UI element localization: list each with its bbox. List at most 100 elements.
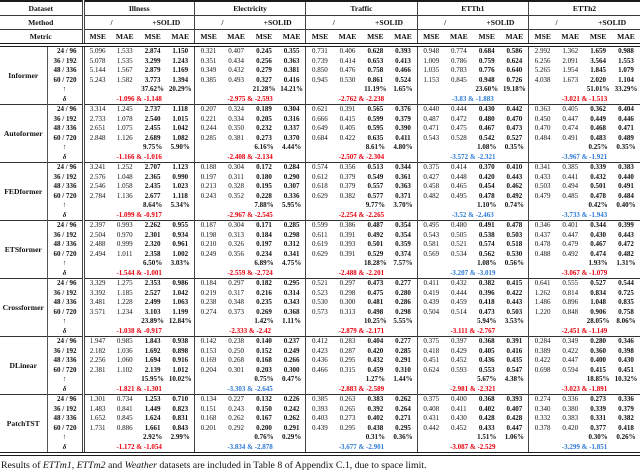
metric-value: 0.451	[618, 365, 634, 374]
period-label: 48 / 336	[47, 356, 85, 366]
metric-value: 2.576	[82, 172, 111, 182]
improve-spacer	[193, 259, 223, 269]
metric-value: 0.284	[283, 163, 300, 172]
metric-value: 0.336	[618, 395, 634, 404]
model-name: FEDformer	[0, 162, 48, 221]
metric-value: 0.242	[283, 404, 300, 413]
metric-value: 0.250	[228, 346, 245, 355]
delta-value: -2.507 & -2.304	[305, 152, 418, 163]
metric-value: 0.462	[506, 182, 523, 191]
caption-text: ETTm2	[76, 460, 106, 471]
metric-value: 1.567	[116, 66, 133, 75]
improve-mse: 1.08%	[477, 259, 497, 268]
period-label: 60 / 720	[47, 423, 85, 433]
metric-value: 0.454	[478, 182, 495, 191]
improve-mae: 1.31%	[616, 259, 636, 268]
improve-mae: 1.44%	[393, 375, 413, 384]
metric-value: 1.079	[618, 66, 634, 75]
metric-value: 0.419	[416, 288, 445, 298]
metric-value: 0.339	[590, 163, 606, 172]
metric-value: 0.405	[339, 124, 356, 133]
delta-value: -2.254 & -2.265	[305, 210, 418, 221]
metric-value: 0.503	[506, 307, 523, 316]
dataset-col-header-electricity: Electricity	[193, 1, 306, 16]
data-row: 60 / 720 5.243 1.582 3.773 1.394 0.385 0.493 0.…	[0, 75, 640, 85]
metric-value: 0.304	[228, 163, 245, 172]
metric-value: 0.300	[339, 298, 356, 307]
metric-value: 0.555	[562, 279, 579, 288]
metric-value: 0.698	[528, 365, 557, 375]
metric-value: 0.350	[228, 124, 245, 133]
delta-row: δ -1.821 & -1.301 -3.303 & -2.645 -2.883 & …	[0, 384, 640, 395]
method-base-header: /	[416, 15, 473, 30]
improve-mae: 4.80%	[393, 143, 413, 152]
caption-text: Results of	[1, 460, 43, 471]
metric-value: 0.379	[618, 404, 634, 413]
period-label: 36 / 192	[47, 172, 85, 182]
metric-value: 0.501	[367, 240, 384, 249]
metric-value: 0.292	[228, 423, 245, 432]
metric-value: 0.831	[172, 414, 189, 423]
metric-value: 0.569	[416, 249, 445, 259]
improve-spacer	[556, 143, 584, 153]
improve-spacer	[416, 201, 445, 211]
metric-value: 0.443	[618, 230, 634, 239]
improve-spacer	[305, 201, 334, 211]
metric-value: 0.530	[339, 75, 356, 84]
improvement-row: ↑ 2.92% 2.99% 0.76% 0.29% 0.31% 0.36% 1.51% 1.06…	[0, 433, 640, 443]
metric-value: 0.336	[283, 191, 300, 200]
improve-mse: 6.16%	[254, 143, 274, 152]
caption-text: Weather	[124, 460, 157, 471]
metric-value: 0.447	[506, 423, 523, 432]
metric-value: 0.948	[478, 75, 495, 84]
metric-value: 0.339	[590, 404, 606, 413]
period-label: 60 / 720	[47, 191, 85, 201]
improve-spacer	[111, 259, 139, 269]
metric-value: 1.220	[528, 307, 557, 317]
improve-mse: 18.85%	[586, 375, 610, 384]
period-label: 36 / 192	[47, 404, 85, 414]
metric-value: 0.480	[451, 221, 467, 230]
dataset-col-header-etth1: ETTh1	[416, 1, 529, 16]
metric-value: 0.285	[283, 221, 300, 230]
metric-value: 1.036	[116, 346, 133, 355]
metric-value: 0.363	[395, 182, 411, 191]
metric-value: 0.376	[395, 105, 411, 114]
metric-value: 0.629	[305, 191, 334, 201]
metric-col-header: MSE	[144, 31, 161, 41]
metric-value: 0.415	[506, 279, 523, 288]
metric-value: 0.420	[478, 172, 495, 181]
method-label: Method	[0, 15, 85, 30]
improve-mse: 1.10%	[477, 201, 497, 210]
improve-mse: 18.28%	[363, 259, 387, 268]
metric-value: 2.504	[82, 230, 111, 240]
data-row: 48 / 336 2.651 1.075 2.455 1.042 0.244 0.350 0.…	[0, 124, 640, 134]
caption-text: ETTm1	[42, 460, 72, 471]
metric-value: 0.370	[478, 163, 495, 172]
period-label: 60 / 720	[47, 365, 85, 375]
metric-value: 3.103	[144, 307, 161, 316]
improve-spacer	[193, 375, 223, 385]
delta-value: -3.303 & -2.645	[193, 384, 306, 395]
delta-value: -2.883 & -2.589	[305, 384, 418, 395]
metric-value: 0.227	[228, 395, 245, 404]
metric-value: 0.432	[590, 172, 606, 181]
improve-arrow-icon: ↑	[47, 317, 85, 327]
metric-value: 2.020	[590, 75, 606, 84]
metric-value: 0.595	[367, 124, 384, 133]
metric-value: 0.418	[416, 346, 445, 356]
data-row: Autoformer 24 / 96 3.314 1.245 2.737 1.118 0.2…	[0, 104, 640, 163]
improvement-row: ↑ 9.75% 5.90% 6.16% 4.44% 8.61% 4.80% 1.08% 0.35…	[0, 143, 640, 153]
metric-value: 0.285	[193, 133, 223, 143]
metric-value: 0.487	[416, 114, 445, 124]
metric-col-header: MSE	[478, 31, 495, 41]
delta-value: -1.096 & -1.148	[82, 94, 195, 105]
metric-value: 0.835	[618, 298, 634, 307]
period-label: 36 / 192	[47, 230, 85, 240]
metric-value: 0.371	[395, 191, 411, 200]
metric-value: 1.082	[172, 133, 189, 142]
metric-value: 0.538	[478, 230, 495, 239]
metric-value: 2.992	[528, 45, 557, 57]
metric-value: 0.274	[193, 307, 223, 317]
